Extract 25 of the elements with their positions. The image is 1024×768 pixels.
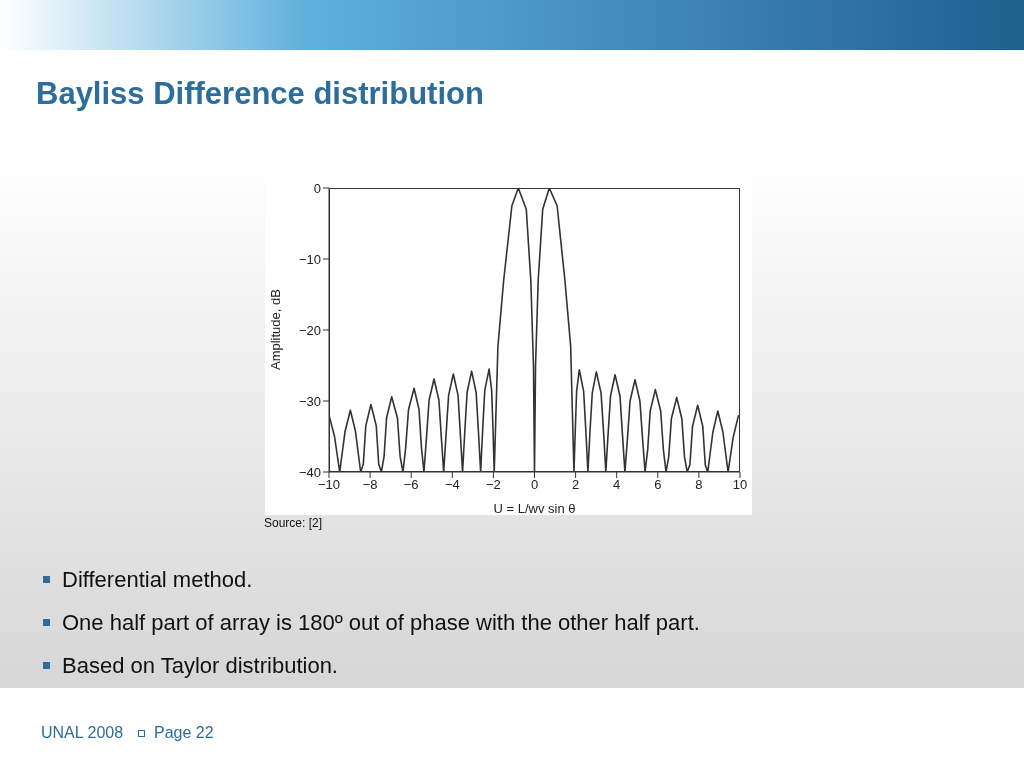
y-tick-label: −40 [298, 464, 321, 480]
y-tick-label: −10 [298, 251, 321, 267]
x-tick-label: 2 [571, 477, 580, 493]
x-tick-label: −2 [485, 477, 501, 493]
y-axis-title: Amplitude, dB [267, 289, 283, 370]
x-tick-label: −8 [362, 477, 378, 493]
x-tick-label: −6 [403, 477, 419, 493]
x-tick-label: −10 [317, 477, 341, 493]
x-tick-label: −4 [444, 477, 460, 493]
y-tick-label: −30 [298, 393, 321, 409]
text: UNAL 2008 [41, 724, 124, 742]
source-note: Source: [2] [264, 516, 323, 530]
x-tick-label: 10 [732, 477, 748, 493]
y-tick-label: 0 [313, 180, 321, 196]
x-tick-label: 6 [654, 477, 662, 493]
x-tick-label: 8 [695, 477, 703, 493]
x-tick-label: 4 [613, 477, 621, 493]
text: Page 22 [154, 724, 214, 742]
text: Based on Taylor distribution. [62, 653, 338, 679]
chart-title: Bayliss Difference distribution [36, 76, 484, 112]
x-tick-label: 0 [530, 477, 539, 493]
text: One half part of array is 180º out of phase with the other half part. [62, 610, 700, 636]
x-axis-title: U = L/wv sin θ [493, 501, 576, 516]
y-tick-label: −20 [298, 322, 321, 338]
text: Differential method. [62, 567, 253, 593]
